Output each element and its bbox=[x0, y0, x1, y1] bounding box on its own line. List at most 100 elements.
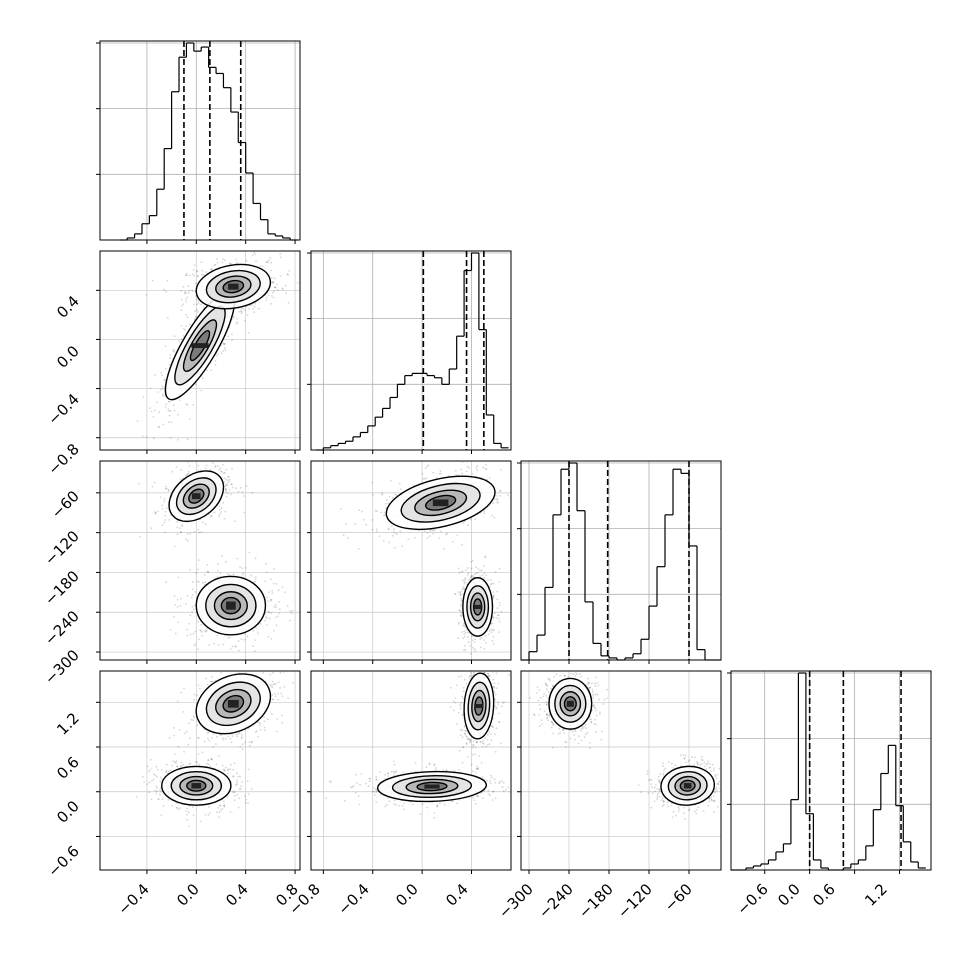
p3-0-sample bbox=[198, 687, 201, 690]
p3-0-sample bbox=[226, 668, 228, 670]
p1-0-sample bbox=[172, 349, 175, 352]
p2-1-sample bbox=[492, 595, 495, 597]
p2-0-sample bbox=[154, 511, 157, 513]
p2-1-sample bbox=[381, 492, 384, 495]
p2-0-sample bbox=[187, 472, 190, 475]
p2-1-sample bbox=[474, 638, 476, 641]
p3-0-sample bbox=[175, 760, 178, 762]
p2-0-sample bbox=[229, 636, 232, 639]
p3-1-sample bbox=[360, 773, 363, 775]
p2-1-sample bbox=[490, 583, 493, 585]
p1-0-sample bbox=[193, 274, 196, 277]
grid-hist-3 bbox=[731, 671, 931, 870]
p2-0-sample bbox=[243, 638, 246, 641]
p2-1-sample bbox=[471, 635, 473, 638]
p1-0-sample bbox=[229, 262, 232, 265]
p3-0-sample bbox=[248, 727, 250, 730]
p3-0-sample bbox=[176, 806, 179, 809]
p2-1-sample bbox=[485, 574, 488, 577]
p3-0-sample bbox=[206, 683, 209, 686]
p2-1-sample bbox=[470, 518, 472, 521]
p3-1-sample bbox=[501, 665, 503, 667]
p3-1-sample bbox=[469, 668, 471, 670]
p2-0-sample bbox=[224, 488, 227, 491]
p2-1-sample bbox=[425, 477, 428, 479]
p2-0-sample bbox=[186, 634, 189, 637]
p3-0-sample bbox=[162, 805, 165, 807]
p2-1-sample bbox=[354, 523, 357, 525]
p3-0-sample bbox=[172, 760, 175, 763]
p1-0-sample bbox=[271, 281, 274, 283]
p1-0-sample bbox=[149, 387, 152, 390]
p3-1-sample bbox=[393, 760, 395, 763]
p2-0-sample bbox=[231, 483, 233, 486]
p3-0-sample bbox=[243, 669, 245, 671]
p2-0-sample bbox=[281, 586, 284, 588]
p1-0-sample bbox=[267, 259, 270, 262]
p2-1-sample bbox=[473, 648, 476, 650]
p2-0-sample bbox=[151, 485, 154, 488]
p2-0-sample bbox=[266, 600, 269, 602]
p1-0-sample bbox=[210, 268, 213, 271]
p2-1-sample bbox=[484, 634, 487, 637]
p1-0-sample bbox=[216, 258, 219, 260]
p3-0-sample bbox=[237, 668, 239, 670]
p3-0-sample bbox=[240, 737, 243, 740]
p2-1-sample bbox=[423, 478, 426, 480]
p2-0-sample bbox=[186, 595, 189, 597]
p2-0-sample bbox=[165, 485, 168, 488]
p3-0-sample bbox=[224, 737, 227, 740]
frame-2d-2-1 bbox=[310, 460, 512, 661]
p2-1-sample bbox=[429, 530, 431, 532]
p3-0-sample bbox=[204, 814, 207, 816]
p2-1-sample bbox=[463, 588, 466, 591]
frame-2d-3-0 bbox=[99, 670, 301, 871]
p2-1-sample bbox=[463, 649, 465, 651]
p2-1-sample bbox=[460, 615, 462, 617]
p2-1-sample bbox=[488, 477, 491, 479]
p2-0-sample bbox=[224, 560, 227, 563]
p3-0-sample bbox=[259, 722, 262, 725]
p2-1-sample bbox=[465, 470, 468, 473]
p1-0-sample bbox=[185, 274, 188, 277]
p3-0-sample bbox=[248, 741, 251, 744]
p2-0-sample bbox=[235, 645, 238, 648]
p1-0-sample bbox=[296, 281, 299, 284]
frame-hist-2 bbox=[520, 460, 722, 661]
p3-0-sample bbox=[146, 765, 149, 768]
p2-1-sample bbox=[460, 605, 462, 607]
p3-0-sample bbox=[211, 675, 214, 678]
p1-0-sample bbox=[149, 407, 151, 409]
p2-0-sample bbox=[216, 570, 219, 572]
p2-0-sample bbox=[235, 487, 238, 490]
p2-0-sample bbox=[189, 532, 192, 535]
p2-0-sample bbox=[291, 609, 294, 612]
p1-0-sample bbox=[223, 342, 226, 345]
p2-0-sample bbox=[189, 614, 192, 617]
p3-0-sample bbox=[271, 694, 274, 696]
p3-0-sample bbox=[238, 797, 241, 800]
p3-0-sample bbox=[219, 805, 222, 807]
p1-0-sample bbox=[231, 333, 233, 336]
p3-0-sample bbox=[258, 658, 260, 660]
p1-0-sample bbox=[261, 265, 264, 268]
p3-1-sample bbox=[477, 795, 480, 798]
p3-0-sample bbox=[190, 718, 193, 721]
p3-1-sample bbox=[328, 780, 331, 783]
p2-0-sample bbox=[194, 591, 197, 593]
p3-0-sample bbox=[218, 811, 221, 814]
p2-1-sample bbox=[472, 646, 474, 649]
p3-0-sample bbox=[197, 736, 200, 739]
p2-0-sample bbox=[176, 606, 179, 608]
p3-1-sample bbox=[491, 725, 494, 728]
p2-1-sample bbox=[523, 472, 525, 474]
p1-0-sample bbox=[160, 371, 163, 374]
p3-1-sample bbox=[475, 767, 478, 770]
p2-0-sample bbox=[180, 531, 182, 534]
p2-1-sample bbox=[439, 470, 442, 472]
p3-1-sample bbox=[433, 816, 436, 819]
p2-1-sample bbox=[434, 529, 436, 532]
p1-0-sample bbox=[164, 378, 166, 381]
p2-1-sample bbox=[460, 612, 463, 615]
density-3-0 bbox=[135, 658, 294, 827]
